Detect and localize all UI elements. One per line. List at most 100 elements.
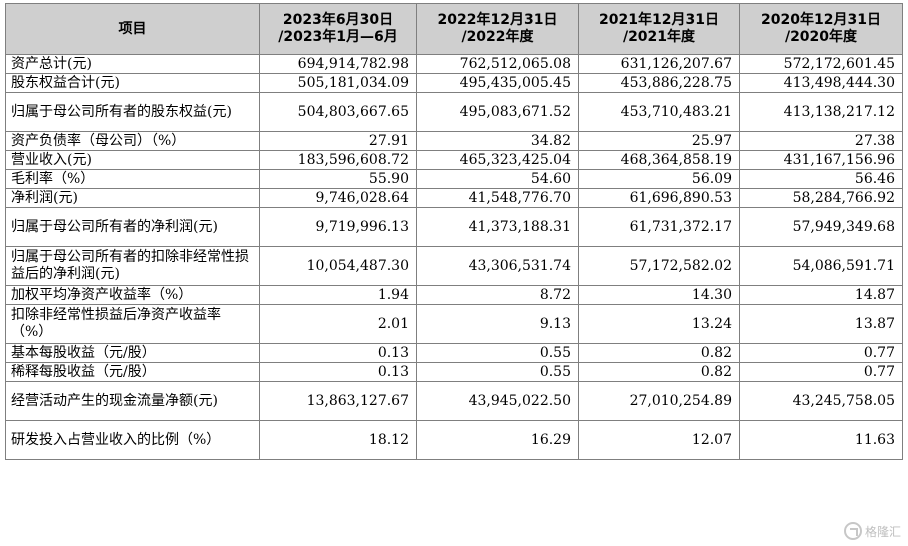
row-label: 研发投入占营业收入的比例（%） [5, 420, 260, 460]
cell-value: 13.87 [739, 304, 903, 344]
cell-value: 61,696,890.53 [578, 188, 740, 208]
header-col-2021-line1: 2021年12月31日 [599, 12, 719, 28]
cell-value: 453,710,483.21 [578, 92, 740, 132]
table-row: 资产负债率（母公司）（%） 27.91 34.82 25.97 27.38 [5, 131, 903, 151]
cell-value: 41,373,188.31 [416, 207, 579, 247]
cell-value: 453,886,228.75 [578, 73, 740, 93]
table-row: 毛利率（%） 55.90 54.60 56.09 56.46 [5, 169, 903, 189]
cell-value: 762,512,065.08 [416, 54, 579, 74]
cell-value: 9.13 [416, 304, 579, 344]
header-col-2023h1-line2: /2023年1月—6月 [278, 29, 398, 45]
cell-value: 694,914,782.98 [259, 54, 417, 74]
header-col-2023h1-line1: 2023年6月30日 [282, 12, 394, 28]
row-label: 毛利率（%） [5, 169, 260, 189]
cell-value: 27,010,254.89 [578, 381, 740, 421]
header-col-2021-line2: /2021年度 [622, 29, 696, 45]
cell-value: 18.12 [259, 420, 417, 460]
cell-value: 57,172,582.02 [578, 246, 740, 286]
cell-value: 2.01 [259, 304, 417, 344]
row-label: 资产总计(元) [5, 54, 260, 74]
table-row: 营业收入(元) 183,596,608.72 465,323,425.04 46… [5, 150, 903, 170]
row-label: 归属于母公司所有者的扣除非经常性损益后的净利润(元) [5, 246, 260, 286]
cell-value: 0.13 [259, 343, 417, 363]
row-label: 股东权益合计(元) [5, 73, 260, 93]
cell-value: 413,138,217.12 [739, 92, 903, 132]
cell-value: 61,731,372.17 [578, 207, 740, 247]
cell-value: 56.46 [739, 169, 903, 189]
header-col-2020: 2020年12月31日 /2020年度 [739, 3, 903, 55]
cell-value: 465,323,425.04 [416, 150, 579, 170]
cell-value: 43,306,531.74 [416, 246, 579, 286]
cell-value: 14.87 [739, 285, 903, 305]
row-label: 归属于母公司所有者的股东权益(元) [5, 92, 260, 132]
cell-value: 14.30 [578, 285, 740, 305]
cell-value: 0.77 [739, 362, 903, 382]
cell-value: 0.82 [578, 362, 740, 382]
cell-value: 10,054,487.30 [259, 246, 417, 286]
cell-value: 13.24 [578, 304, 740, 344]
cell-value: 505,181,034.09 [259, 73, 417, 93]
header-col-2022-line1: 2022年12月31日 [437, 12, 558, 28]
row-label: 资产负债率（母公司）（%） [5, 131, 260, 151]
cell-value: 27.91 [259, 131, 417, 151]
header-col-2020-line2: /2020年度 [784, 29, 858, 45]
table-row: 稀释每股收益（元/股） 0.13 0.55 0.82 0.77 [5, 362, 903, 382]
cell-value: 58,284,766.92 [739, 188, 903, 208]
watermark-text: 格隆汇 [865, 524, 902, 539]
table-row: 归属于母公司所有者的扣除非经常性损益后的净利润(元) 10,054,487.30… [5, 246, 903, 286]
row-label: 净利润(元) [5, 188, 260, 208]
watermark: 格隆汇 [844, 519, 906, 543]
cell-value: 54,086,591.71 [739, 246, 903, 286]
table-row: 基本每股收益（元/股） 0.13 0.55 0.82 0.77 [5, 343, 903, 363]
table-header-row: 项目 2023年6月30日 /2023年1月—6月 2022年12月31日 /2… [5, 3, 903, 55]
cell-value: 495,083,671.52 [416, 92, 579, 132]
table-row: 扣除非经常性损益后净资产收益率（%） 2.01 9.13 13.24 13.87 [5, 304, 903, 344]
cell-value: 504,803,667.65 [259, 92, 417, 132]
header-col-2022-line2: /2022年度 [461, 29, 534, 45]
cell-value: 9,719,996.13 [259, 207, 417, 247]
financial-data-table: 项目 2023年6月30日 /2023年1月—6月 2022年12月31日 /2… [5, 3, 903, 460]
cell-value: 183,596,608.72 [259, 150, 417, 170]
cell-value: 8.72 [416, 285, 579, 305]
row-label: 基本每股收益（元/股） [5, 343, 260, 363]
cell-value: 0.13 [259, 362, 417, 382]
cell-value: 13,863,127.67 [259, 381, 417, 421]
row-label: 归属于母公司所有者的净利润(元) [5, 207, 260, 247]
cell-value: 11.63 [739, 420, 903, 460]
cell-value: 56.09 [578, 169, 740, 189]
cell-value: 631,126,207.67 [578, 54, 740, 74]
table-row: 归属于母公司所有者的净利润(元) 9,719,996.13 41,373,188… [5, 207, 903, 247]
header-item: 项目 [5, 3, 260, 55]
cell-value: 495,435,005.45 [416, 73, 579, 93]
header-col-2021: 2021年12月31日 /2021年度 [578, 3, 740, 55]
cell-value: 43,945,022.50 [416, 381, 579, 421]
table-row: 归属于母公司所有者的股东权益(元) 504,803,667.65 495,083… [5, 92, 903, 132]
cell-value: 54.60 [416, 169, 579, 189]
table-row: 加权平均净资产收益率（%） 1.94 8.72 14.30 14.87 [5, 285, 903, 305]
table-row: 资产总计(元) 694,914,782.98 762,512,065.08 63… [5, 54, 903, 74]
header-col-2023h1: 2023年6月30日 /2023年1月—6月 [259, 3, 417, 55]
header-col-2022: 2022年12月31日 /2022年度 [416, 3, 579, 55]
cell-value: 0.82 [578, 343, 740, 363]
cell-value: 468,364,858.19 [578, 150, 740, 170]
cell-value: 55.90 [259, 169, 417, 189]
watermark-logo-icon [844, 522, 862, 540]
table-row: 研发投入占营业收入的比例（%） 18.12 16.29 12.07 11.63 [5, 420, 903, 460]
row-label: 经营活动产生的现金流量净额(元) [5, 381, 260, 421]
row-label: 营业收入(元) [5, 150, 260, 170]
cell-value: 41,548,776.70 [416, 188, 579, 208]
cell-value: 572,172,601.45 [739, 54, 903, 74]
table-row: 净利润(元) 9,746,028.64 41,548,776.70 61,696… [5, 188, 903, 208]
row-label: 稀释每股收益（元/股） [5, 362, 260, 382]
cell-value: 413,498,444.30 [739, 73, 903, 93]
cell-value: 57,949,349.68 [739, 207, 903, 247]
cell-value: 27.38 [739, 131, 903, 151]
cell-value: 16.29 [416, 420, 579, 460]
header-col-2020-line1: 2020年12月31日 [761, 12, 881, 28]
cell-value: 1.94 [259, 285, 417, 305]
cell-value: 25.97 [578, 131, 740, 151]
table-row: 股东权益合计(元) 505,181,034.09 495,435,005.45 … [5, 73, 903, 93]
cell-value: 43,245,758.05 [739, 381, 903, 421]
cell-value: 0.55 [416, 362, 579, 382]
row-label: 扣除非经常性损益后净资产收益率（%） [5, 304, 260, 344]
